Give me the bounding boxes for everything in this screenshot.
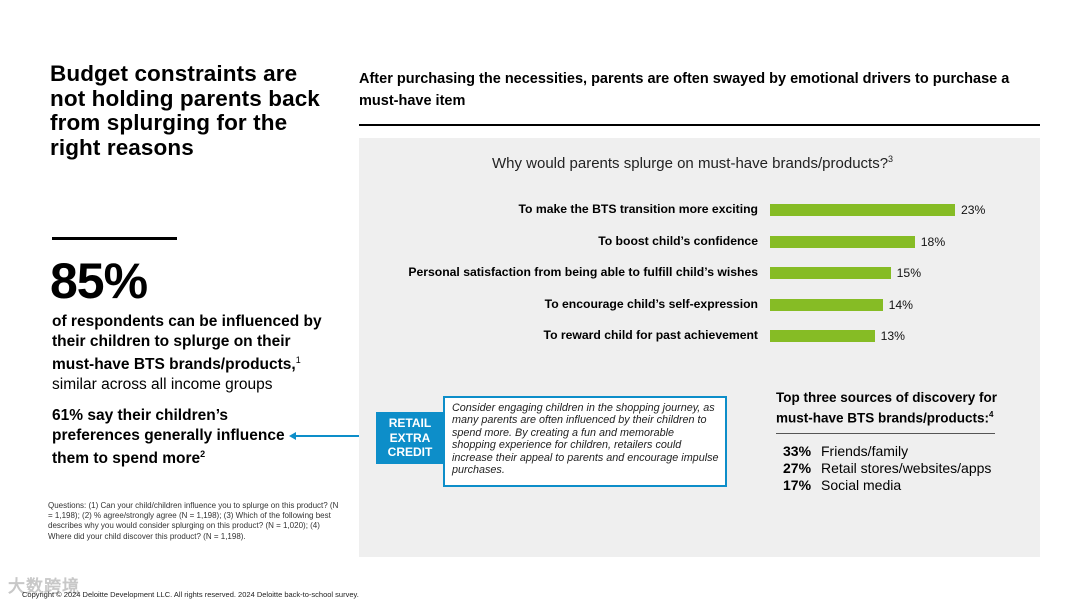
retail-callout: Consider engaging children in the shoppi… [443, 396, 727, 487]
category-label: To boost child’s confidence [598, 233, 758, 248]
secondary-stat-text: say their children’s preferences general… [52, 407, 285, 468]
discovery-label: Retail stores/websites/apps [821, 460, 992, 476]
discovery-label: Friends/family [821, 443, 909, 459]
discovery-item: 27% Retail stores/websites/apps [783, 460, 991, 477]
stat-description-rest: similar across all income groups [52, 375, 273, 393]
bar [770, 330, 875, 342]
discovery-title-text: Top three sources of discovery for must-… [776, 390, 998, 426]
headline: Budget constraints are not holding paren… [50, 61, 320, 160]
stat-description: of respondents can be influenced by thei… [52, 312, 332, 394]
bar [770, 235, 915, 248]
discovery-pct: 27% [783, 460, 812, 476]
chart-title-sup: 3 [888, 154, 894, 164]
bar [770, 298, 883, 311]
stat-description-sup: 1 [295, 355, 301, 365]
stat-description-bold: of respondents can be influenced by thei… [52, 313, 322, 374]
value-label: 18% [920, 234, 946, 249]
big-stat: 85% [50, 253, 148, 309]
discovery-pct: 17% [783, 477, 812, 493]
retail-extra-credit-badge: RETAIL EXTRA CREDIT [376, 412, 444, 464]
divider-short [52, 237, 177, 240]
discovery-divider [776, 433, 995, 434]
discovery-item: 33% Friends/family [783, 443, 908, 460]
connector-line [295, 435, 375, 437]
copyright: Copyright © 2024 Deloitte Development LL… [22, 590, 359, 599]
discovery-pct: 33% [783, 443, 812, 459]
bar [770, 204, 955, 216]
category-label: To encourage child’s self-expression [544, 296, 758, 311]
value-label: 14% [888, 297, 913, 312]
bar [770, 267, 891, 279]
badge-line-1: RETAIL [388, 416, 432, 430]
category-label: To make the BTS transition more exciting [518, 202, 758, 216]
discovery-item: 17% Social media [783, 477, 901, 494]
right-title: After purchasing the necessities, parent… [359, 71, 1010, 109]
value-label: 13% [880, 329, 905, 343]
discovery-title-sup: 4 [989, 410, 994, 419]
badge-line-3: CREDIT [387, 445, 433, 459]
discovery-label: Social media [821, 477, 902, 493]
discovery-title: Top three sources of discovery for must-… [776, 389, 1016, 427]
footnote: Questions: (1) Can your child/children i… [48, 501, 339, 541]
category-label: Personal satisfaction from being able to… [408, 265, 758, 279]
secondary-stat-pct: 61% [52, 407, 84, 424]
arrow-left-icon [289, 431, 296, 440]
category-label: To reward child for past achievement [543, 328, 758, 342]
watermark: 大数跨境 [8, 577, 80, 596]
value-label: 15% [896, 266, 922, 280]
divider-long [359, 124, 1040, 126]
chart-panel [359, 138, 1040, 557]
value-label: 23% [961, 203, 986, 217]
secondary-stat-sup: 2 [200, 449, 206, 459]
chart-title-text: Why would parents splurge on must-have b… [492, 155, 889, 172]
chart-title: Why would parents splurge on must-have b… [492, 154, 893, 172]
secondary-stat: 61% say their children’s preferences gen… [52, 406, 312, 469]
badge-line-2: EXTRA [389, 430, 431, 445]
